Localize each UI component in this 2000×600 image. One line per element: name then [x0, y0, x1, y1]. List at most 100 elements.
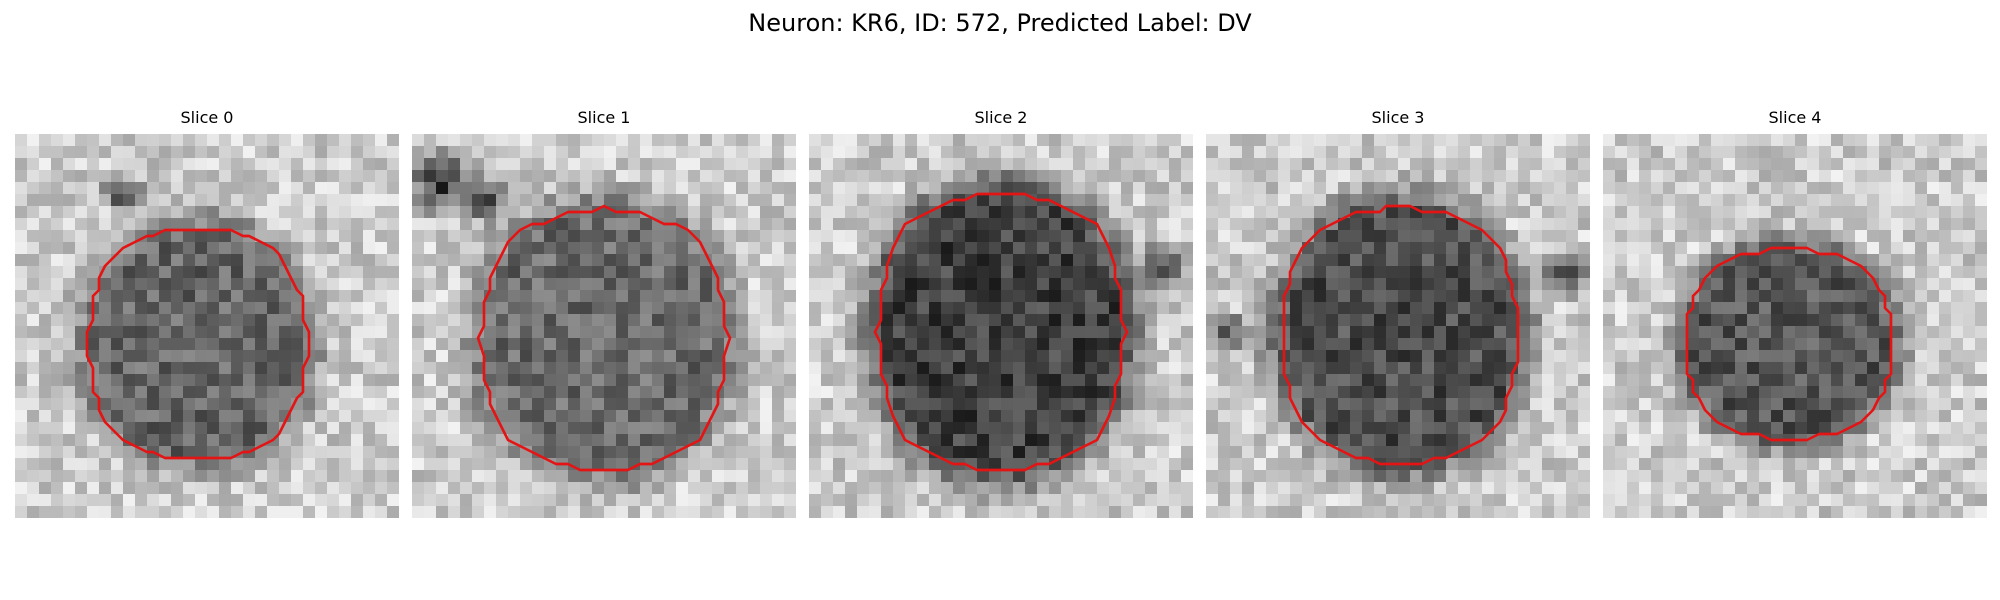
image-pixel	[1927, 290, 1940, 303]
image-pixel	[1181, 302, 1193, 315]
image-pixel	[207, 506, 220, 518]
image-pixel	[1855, 134, 1868, 147]
image-pixel	[351, 314, 364, 327]
image-pixel	[1819, 458, 1832, 471]
image-pixel	[1013, 290, 1026, 303]
image-pixel	[424, 482, 437, 495]
image-pixel	[760, 350, 773, 363]
image-pixel	[219, 302, 232, 315]
image-pixel	[15, 386, 28, 399]
image-pixel	[1458, 410, 1471, 423]
image-pixel	[652, 278, 665, 291]
image-pixel	[135, 434, 148, 447]
image-pixel	[1542, 278, 1555, 291]
image-pixel	[1795, 338, 1808, 351]
image-pixel	[556, 278, 569, 291]
image-pixel	[977, 314, 990, 327]
image-pixel	[1566, 242, 1579, 255]
image-pixel	[1554, 410, 1567, 423]
image-pixel	[1242, 146, 1255, 159]
image-pixel	[436, 350, 449, 363]
image-pixel	[1422, 326, 1435, 339]
image-pixel	[147, 458, 160, 471]
image-pixel	[291, 434, 304, 447]
image-pixel	[1903, 314, 1916, 327]
image-pixel	[857, 494, 870, 507]
image-pixel	[1049, 386, 1062, 399]
image-pixel	[436, 422, 449, 435]
image-pixel	[1627, 254, 1640, 267]
image-pixel	[279, 374, 292, 387]
image-pixel	[1554, 482, 1567, 495]
image-pixel	[424, 422, 437, 435]
image-pixel	[784, 182, 796, 195]
image-pixel	[1157, 422, 1170, 435]
image-pixel	[231, 314, 244, 327]
image-pixel	[1206, 338, 1219, 351]
image-pixel	[351, 170, 364, 183]
image-pixel	[857, 254, 870, 267]
image-pixel	[676, 194, 689, 207]
image-pixel	[556, 302, 569, 315]
image-pixel	[977, 278, 990, 291]
image-pixel	[784, 230, 796, 243]
image-pixel	[736, 290, 749, 303]
image-pixel	[1675, 350, 1688, 363]
image-pixel	[1518, 254, 1531, 267]
image-pixel	[243, 422, 256, 435]
image-pixel	[1085, 302, 1098, 315]
image-pixel	[1915, 254, 1928, 267]
image-pixel	[27, 434, 40, 447]
image-pixel	[1386, 146, 1399, 159]
slice-panel-0: Slice 0	[15, 108, 399, 518]
image-pixel	[1206, 194, 1219, 207]
image-pixel	[1001, 326, 1014, 339]
image-pixel	[592, 410, 605, 423]
image-pixel	[1206, 254, 1219, 267]
image-pixel	[1530, 242, 1543, 255]
image-pixel	[821, 146, 834, 159]
image-pixel	[1290, 506, 1303, 518]
image-pixel	[1843, 338, 1856, 351]
image-pixel	[676, 422, 689, 435]
image-pixel	[363, 326, 376, 339]
image-pixel	[484, 362, 497, 375]
image-pixel	[1350, 170, 1363, 183]
image-pixel	[1711, 158, 1724, 171]
image-pixel	[760, 194, 773, 207]
image-pixel	[448, 374, 461, 387]
image-pixel	[520, 278, 533, 291]
image-pixel	[1242, 266, 1255, 279]
image-pixel	[905, 314, 918, 327]
image-pixel	[87, 158, 100, 171]
image-pixel	[27, 242, 40, 255]
image-pixel	[857, 230, 870, 243]
image-pixel	[1037, 338, 1050, 351]
image-pixel	[1398, 290, 1411, 303]
image-pixel	[1518, 446, 1531, 459]
image-pixel	[508, 158, 521, 171]
image-pixel	[989, 278, 1002, 291]
image-pixel	[1855, 398, 1868, 411]
image-pixel	[1819, 170, 1832, 183]
image-pixel	[1771, 326, 1784, 339]
image-pixel	[1121, 194, 1134, 207]
image-pixel	[1639, 362, 1652, 375]
image-pixel	[833, 194, 846, 207]
image-pixel	[1603, 350, 1616, 363]
image-pixel	[760, 374, 773, 387]
image-pixel	[1530, 266, 1543, 279]
image-pixel	[917, 494, 930, 507]
image-pixel	[1338, 374, 1351, 387]
image-pixel	[532, 302, 545, 315]
image-pixel	[568, 506, 581, 518]
image-pixel	[1855, 350, 1868, 363]
image-pixel	[111, 338, 124, 351]
image-pixel	[760, 326, 773, 339]
image-pixel	[1338, 398, 1351, 411]
image-pixel	[1157, 242, 1170, 255]
image-pixel	[87, 422, 100, 435]
image-pixel	[1254, 230, 1267, 243]
image-pixel	[1927, 410, 1940, 423]
image-pixel	[1675, 134, 1688, 147]
